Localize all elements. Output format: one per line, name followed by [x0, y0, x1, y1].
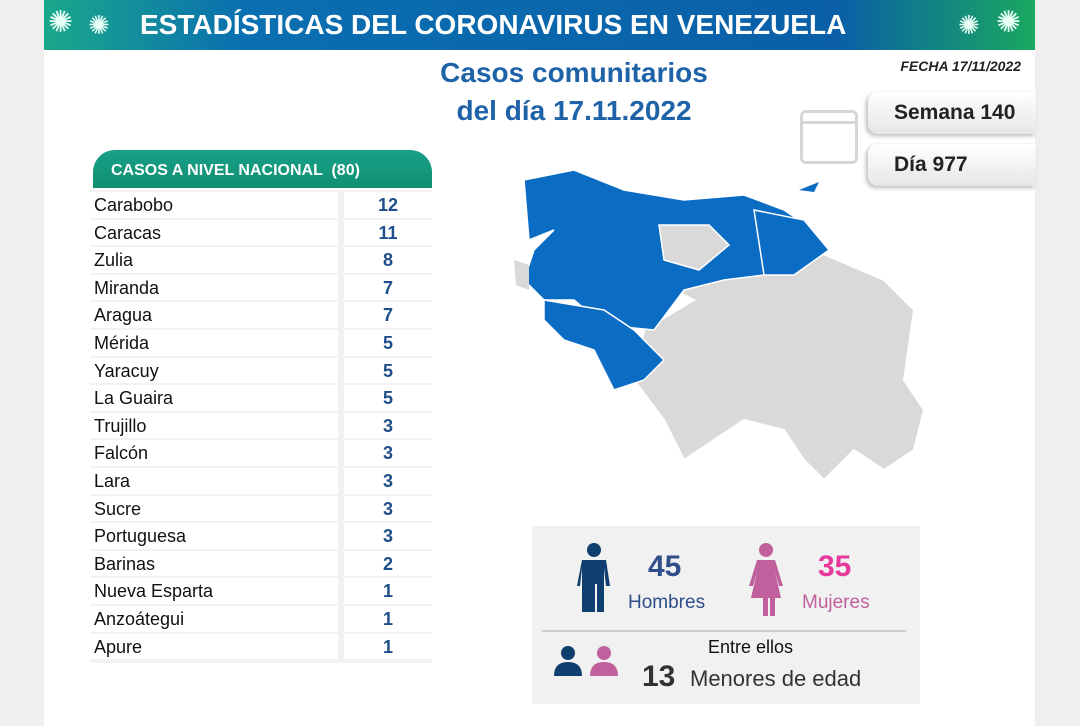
- case-count: 7: [344, 302, 432, 328]
- state-name: Sucre: [90, 495, 338, 522]
- case-count: 3: [344, 523, 432, 549]
- cases-table: Carabobo 12 Caracas 11 Zulia 8 Miranda 7 Aragua 7…: [90, 190, 432, 664]
- state-name: Apure: [90, 633, 338, 660]
- man-icon: [577, 543, 610, 612]
- minors-count: 13: [642, 660, 676, 693]
- state-name: Miranda: [90, 274, 338, 301]
- table-row: Miranda 7: [90, 274, 432, 301]
- calendar-icon: [800, 110, 858, 164]
- minors-label: Menores de edad: [690, 666, 862, 691]
- table-row: Falcón 3: [90, 440, 432, 466]
- case-count: 1: [344, 578, 432, 604]
- state-name: Anzoátegui: [90, 605, 338, 632]
- week-badge: Semana 140: [868, 92, 1036, 134]
- case-count: 2: [344, 550, 432, 577]
- table-row: Trujillo 3: [90, 412, 432, 439]
- case-count: 3: [344, 495, 432, 522]
- subtitle: Casos comunitarios del día 17.11.2022: [424, 54, 724, 130]
- table-row: Yaracuy 5: [90, 357, 432, 384]
- table-row: Portuguesa 3: [90, 523, 432, 549]
- men-count: 45: [648, 550, 682, 583]
- men-label: Hombres: [628, 592, 706, 613]
- map-region-blue: [753, 209, 831, 276]
- case-count: 11: [344, 219, 432, 246]
- woman-icon: [749, 543, 783, 616]
- map-region-gray: [514, 260, 529, 290]
- table-row: Lara 3: [90, 467, 432, 494]
- state-name: Barinas: [90, 550, 338, 577]
- table-row: Barinas 2: [90, 550, 432, 577]
- table-row: Sucre 3: [90, 495, 432, 522]
- day-badge: Día 977: [868, 144, 1036, 186]
- case-count: 5: [344, 357, 432, 384]
- state-name: Caracas: [90, 219, 338, 246]
- table-row: Apure 1: [90, 633, 432, 660]
- table-header: CASOS A NIVEL NACIONAL (80): [93, 150, 432, 188]
- virus-icon: ✺: [48, 6, 74, 39]
- map-region-blue: [799, 182, 819, 192]
- state-name: Lara: [90, 467, 338, 494]
- case-count: 1: [344, 605, 432, 632]
- case-count: 7: [344, 274, 432, 301]
- date-label: FECHA 17/11/2022: [900, 58, 1021, 74]
- state-name: Portuguesa: [90, 523, 338, 549]
- table-row: Caracas 11: [90, 219, 432, 246]
- women-label: Mujeres: [802, 592, 870, 613]
- infographic: ✺ ✺ ESTADÍSTICAS DEL CORONAVIRUS EN VENE…: [44, 0, 1036, 726]
- state-name: Zulia: [90, 247, 338, 273]
- case-count: 5: [344, 329, 432, 356]
- table-row: Zulia 8: [90, 247, 432, 273]
- minors-icon: [554, 646, 618, 676]
- table-row: Carabobo 12: [90, 192, 432, 218]
- minors-intro: Entre ellos: [708, 637, 794, 657]
- subtitle-line2: del día 17.11.2022: [456, 95, 692, 126]
- banner-title: ESTADÍSTICAS DEL CORONAVIRUS EN VENEZUEL…: [140, 9, 847, 40]
- header-banner: ✺ ✺ ESTADÍSTICAS DEL CORONAVIRUS EN VENE…: [44, 0, 1035, 50]
- case-count: 3: [344, 412, 432, 439]
- case-count: 8: [344, 247, 432, 273]
- divider: [542, 630, 906, 632]
- subtitle-line1: Casos comunitarios: [440, 57, 708, 88]
- state-name: Aragua: [90, 302, 338, 328]
- state-name: Trujillo: [90, 412, 338, 439]
- table-row: Anzoátegui 1: [90, 605, 432, 632]
- state-name: Mérida: [90, 329, 338, 356]
- table-row: Nueva Esparta 1: [90, 578, 432, 604]
- state-name: Carabobo: [90, 192, 338, 218]
- case-count: 5: [344, 385, 432, 411]
- table-row: La Guaira 5: [90, 385, 432, 411]
- gender-card: 45 Hombres 35 Mujeres Entre ellos 13 Men…: [532, 526, 920, 704]
- virus-icon: ✺: [996, 6, 1022, 39]
- state-name: Nueva Esparta: [90, 578, 338, 604]
- virus-icon: ✺: [88, 10, 110, 40]
- case-count: 3: [344, 467, 432, 494]
- women-count: 35: [818, 550, 852, 583]
- virus-icon: ✺: [958, 10, 980, 40]
- case-count: 1: [344, 633, 432, 660]
- venezuela-map: [514, 169, 924, 482]
- case-count: 3: [344, 440, 432, 466]
- table-row: Mérida 5: [90, 329, 432, 356]
- table-row: Aragua 7: [90, 302, 432, 328]
- map-region-gray: [658, 224, 731, 271]
- state-name: La Guaira: [90, 385, 338, 411]
- state-name: Yaracuy: [90, 357, 338, 384]
- case-count: 12: [344, 192, 432, 218]
- map-region-blue: [543, 299, 666, 391]
- state-name: Falcón: [90, 440, 338, 466]
